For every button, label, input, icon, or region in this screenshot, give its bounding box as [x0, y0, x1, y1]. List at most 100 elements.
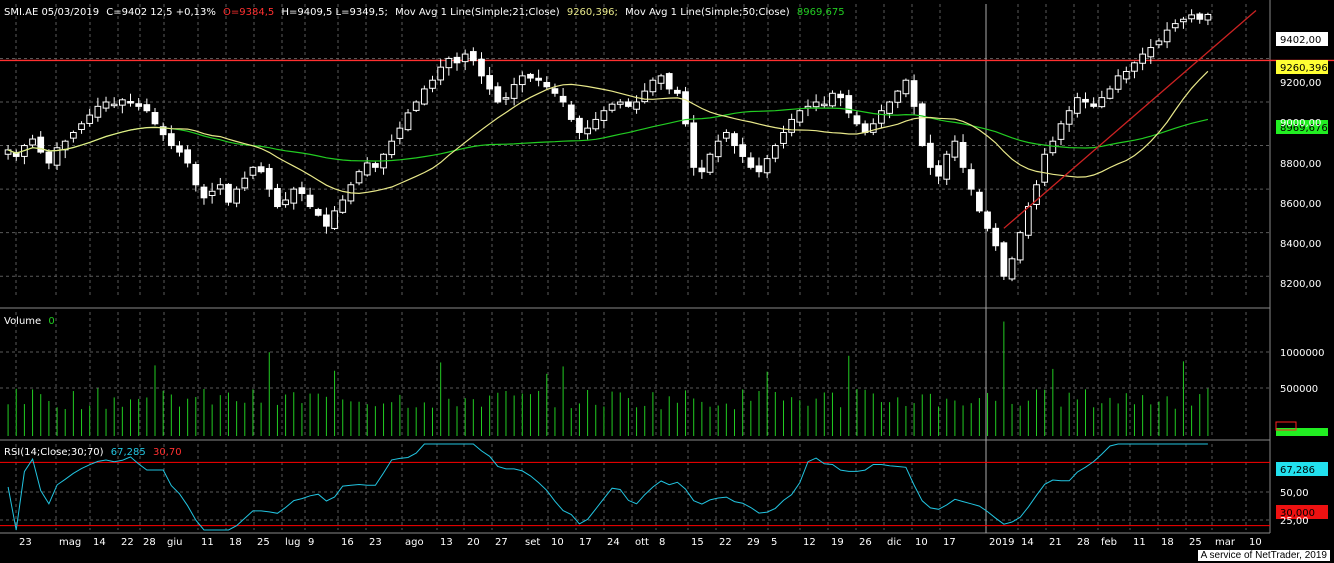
candle-body — [910, 80, 918, 107]
candle-body — [1188, 14, 1195, 20]
x-axis-label: 5 — [771, 537, 777, 548]
candle-body — [363, 162, 371, 176]
candle-body — [771, 145, 779, 159]
candle-body — [935, 165, 942, 177]
x-axis-label: 17 — [579, 537, 592, 548]
candle-body — [494, 86, 502, 103]
ma50-line — [7, 107, 1209, 162]
x-axis-label: 18 — [229, 537, 242, 548]
ma21-tag-bg — [1276, 60, 1328, 74]
price-tick-8400: 8400,00 — [1280, 239, 1321, 250]
header-open: O=9384,5 — [223, 7, 274, 18]
x-axis-label: 28 — [1077, 537, 1090, 548]
candle-body — [404, 112, 412, 131]
candle-body — [200, 186, 208, 199]
candle-body — [739, 144, 747, 157]
candle-body — [469, 51, 477, 62]
price-tick-8800: 8800,00 — [1280, 159, 1321, 170]
candle-body — [102, 101, 110, 109]
candle-body — [959, 142, 967, 168]
svg-text:RSI(14;Close;30;70) 67,285: RSI(14;Close;30;70) 67,285 30,70 — [4, 447, 182, 458]
candle-body — [241, 177, 249, 189]
candle-body — [478, 58, 485, 77]
header-symbol: SMI.AE 05/03/2019 — [4, 7, 99, 18]
candle-body — [543, 81, 551, 88]
rsi-value-tag-bg — [1276, 462, 1328, 476]
candle-body — [992, 227, 1000, 247]
candle-body — [600, 110, 608, 121]
candle-body — [257, 166, 265, 173]
candle-body — [731, 133, 738, 147]
candle-body — [951, 140, 959, 158]
x-axis-label: 24 — [607, 537, 620, 548]
x-axis-label: dic — [887, 537, 902, 548]
candle-body — [274, 188, 281, 208]
candle-body — [641, 90, 649, 103]
candle-body — [306, 194, 314, 208]
x-axis-label: 28 — [143, 537, 156, 548]
candle-body — [820, 103, 828, 107]
candle-body — [837, 93, 844, 99]
footer-credit: A service of NetTrader, 2019 — [1197, 550, 1330, 561]
candle-body — [1065, 110, 1073, 125]
candle-body — [869, 123, 877, 133]
candle-body — [159, 126, 167, 136]
candle-body — [780, 131, 787, 144]
candle-body — [143, 104, 151, 112]
x-axis-label: mag — [59, 537, 81, 548]
candle-body — [1196, 13, 1204, 20]
x-axis-label: 20 — [467, 537, 480, 548]
candle-body — [437, 66, 445, 81]
candle-body — [633, 101, 640, 110]
x-axis-label: 12 — [803, 537, 816, 548]
candle-body — [518, 75, 526, 86]
svg-text:Volume 0: Volume 0 — [4, 316, 55, 327]
candle-body — [388, 140, 396, 156]
candle-body — [788, 118, 796, 133]
candle-body — [355, 171, 363, 184]
candle-body — [53, 147, 61, 166]
candle-body — [665, 73, 673, 90]
candle-body — [86, 114, 94, 124]
candle-body — [453, 56, 461, 64]
candle-body — [592, 118, 600, 130]
last-price-tag: 9402,00 — [1280, 35, 1321, 46]
candle-body — [461, 53, 469, 63]
candle-body — [37, 136, 45, 153]
candle-body — [714, 140, 722, 158]
volume-title: Volume — [4, 316, 41, 327]
candle-body — [535, 77, 542, 81]
candle-body — [1171, 23, 1179, 29]
header-close: C=9402 12,5 +0,13% — [106, 7, 216, 18]
rsi-tick-25: 25,00 — [1280, 516, 1309, 527]
candle-body — [510, 84, 518, 99]
x-axis-label: set — [525, 537, 540, 548]
candle-body — [445, 57, 453, 69]
candle-body — [722, 131, 730, 139]
candle-body — [967, 169, 975, 190]
grid-layer — [0, 0, 1271, 534]
candle-body — [1163, 29, 1171, 43]
candle-body — [559, 95, 567, 103]
candle-body — [298, 187, 306, 194]
candle-body — [118, 99, 126, 106]
candle-body — [984, 211, 991, 229]
candle-body — [796, 110, 804, 123]
candle-body — [918, 103, 926, 147]
candle-body — [151, 112, 159, 125]
candle-body — [1073, 97, 1081, 114]
candle-body — [70, 131, 77, 139]
candle-body — [755, 165, 763, 173]
candle-body — [576, 117, 583, 133]
candle-body — [1098, 97, 1106, 108]
candle-body — [78, 123, 85, 131]
candle-body — [657, 75, 665, 84]
candle-body — [192, 164, 200, 186]
candle-body — [420, 88, 428, 105]
candle-body — [886, 101, 893, 114]
candle-body — [265, 167, 273, 190]
candle-body — [323, 214, 330, 227]
candle-body — [1033, 184, 1040, 205]
candle-body — [282, 199, 289, 206]
